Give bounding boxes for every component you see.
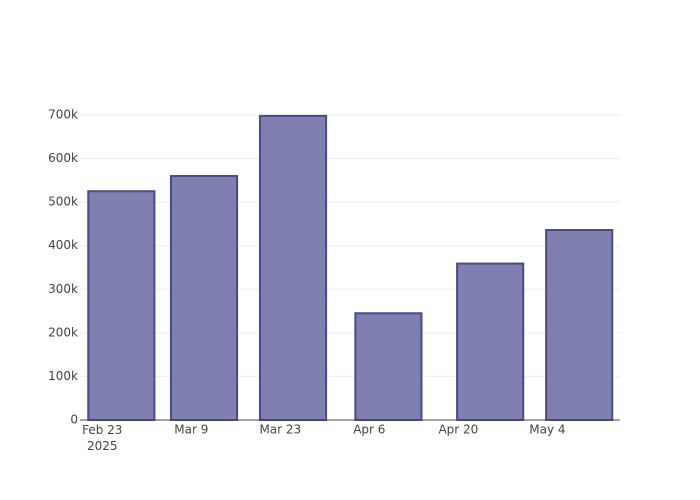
bar — [456, 262, 525, 422]
bar — [169, 175, 239, 421]
y-tick-label: 500k — [48, 195, 78, 209]
bar — [258, 114, 328, 421]
y-tick-label: 100k — [48, 369, 78, 383]
bar — [87, 190, 156, 421]
y-tick-label: 200k — [48, 325, 78, 339]
y-tick-label: 300k — [48, 282, 78, 296]
x-tick-label: Mar 9 — [174, 423, 208, 437]
x-tick-label: Feb 23 2025 — [82, 423, 122, 453]
x-tick-label: Mar 23 — [259, 423, 301, 437]
bar — [354, 312, 423, 421]
y-tick-label: 0 — [70, 413, 78, 427]
x-tick-label: May 4 — [529, 423, 565, 437]
x-tick-label: Apr 6 — [353, 423, 385, 437]
y-tick-label: 700k — [48, 108, 78, 122]
y-tick-label: 400k — [48, 238, 78, 252]
bar — [545, 229, 614, 421]
x-tick-label: Apr 20 — [438, 423, 478, 437]
y-tick-label: 600k — [48, 151, 78, 165]
